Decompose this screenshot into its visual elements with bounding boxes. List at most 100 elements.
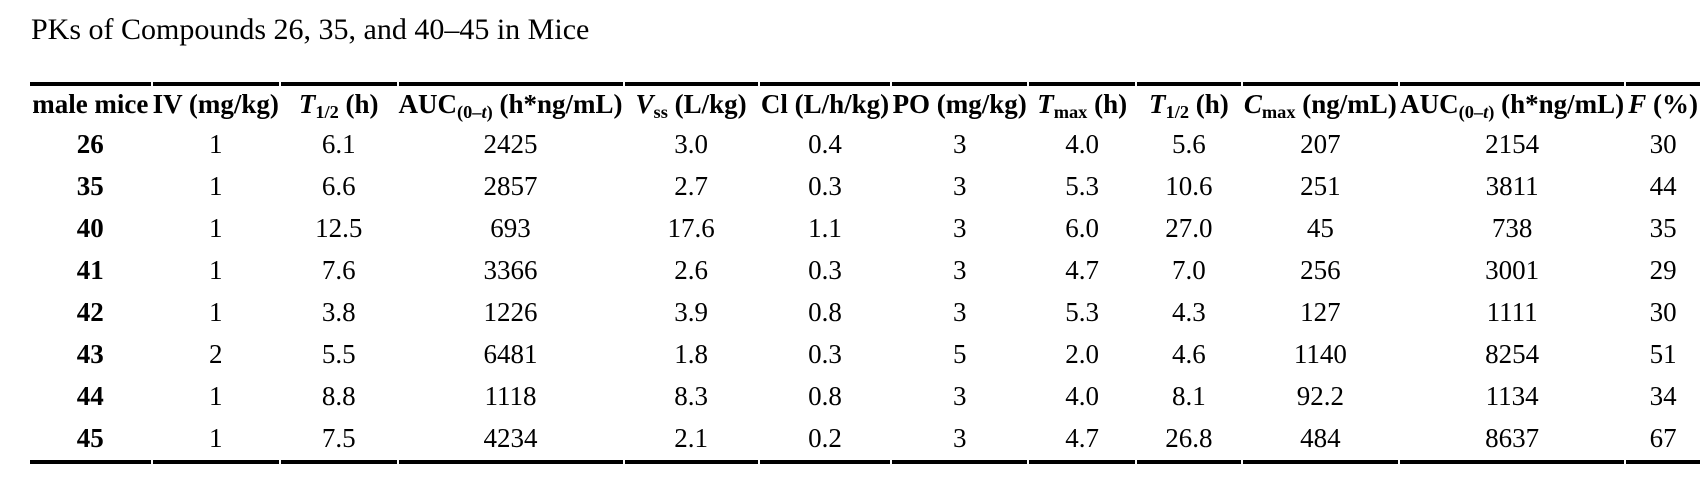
table-cell: 8.8	[321, 381, 356, 412]
header-unit: (h)	[1189, 89, 1229, 120]
table-header-row: male mice IV (mg/kg) T1/2 (h) AUC(0–t) (…	[30, 82, 1700, 124]
table-cell: 4.0	[1065, 381, 1100, 412]
table-cell: 4.7	[1065, 255, 1100, 286]
table-cell: 4.7	[1029, 418, 1136, 464]
table-cell: 3.8	[321, 297, 356, 328]
header-subscript: (0–t)	[457, 102, 493, 122]
header-label: AUC	[398, 89, 458, 120]
table-cell: 2.1	[624, 418, 758, 464]
table-cell: 3	[892, 418, 1028, 464]
table-cell: 6.1	[321, 129, 356, 160]
header-label: T	[1037, 89, 1054, 120]
table-cell: 51	[1649, 339, 1677, 370]
table-cell: 29	[1649, 255, 1677, 286]
table-cell: 5.5	[321, 339, 356, 370]
pk-table: male mice IV (mg/kg) T1/2 (h) AUC(0–t) (…	[28, 82, 1702, 464]
header-unit: (h*ng/mL)	[492, 89, 623, 120]
table-cell: 0.8	[808, 297, 842, 328]
table-row: 44 1 8.8 1118 8.3 0.8 3 4.0 8.1 92.2 1134 34	[30, 376, 1700, 418]
table-cell: 3	[952, 171, 967, 202]
table-cell: 3.9	[674, 297, 708, 328]
compound-id: 45	[30, 418, 151, 464]
column-header-t-half-po: T1/2 (h)	[1137, 82, 1241, 124]
header-unit: (h)	[1087, 89, 1128, 120]
table-cell: 2	[208, 339, 223, 370]
table-cell: 738	[1491, 213, 1533, 244]
column-header-cl: Cl (L/h/kg)	[759, 82, 891, 124]
table-cell: 92.2	[1296, 381, 1344, 412]
table-cell: 693	[490, 213, 531, 244]
table-cell: 1118	[484, 381, 537, 412]
header-subscript-part: )	[486, 101, 493, 122]
column-header-auc-po: AUC(0–t) (h*ng/mL)	[1400, 82, 1625, 124]
header-subscript-part: )	[1488, 101, 1495, 122]
column-header-male-mice: male mice	[30, 82, 151, 124]
header-label: male mice	[32, 89, 149, 120]
column-header-f-percent: F (%)	[1626, 82, 1700, 124]
table-cell: 1	[208, 297, 223, 328]
column-header-po-dose: PO (mg/kg)	[892, 82, 1028, 124]
table-cell: 0.4	[808, 129, 842, 160]
table-cell: 26.8	[1137, 418, 1241, 464]
table-body: 26 1 6.1 2425 3.0 0.4 3 4.0 5.6 207 2154 30 35 1 6.6 28…	[30, 124, 1700, 464]
table-row: 45 1 7.5 4234 2.1 0.2 3 4.7 26.8 484 8637 67	[30, 418, 1700, 464]
header-unit: (ng/mL)	[1295, 89, 1397, 120]
table-cell: 3	[952, 297, 967, 328]
table-cell: 4234	[398, 418, 623, 464]
table-cell: 1111	[1486, 297, 1538, 328]
table-cell: 12.5	[315, 213, 363, 244]
table-cell: 0.3	[808, 255, 842, 286]
table-cell: 5	[952, 339, 967, 370]
table-cell: 30	[1649, 129, 1677, 160]
header-label: PO (mg/kg)	[892, 89, 1027, 120]
table-cell: 1140	[1293, 339, 1347, 370]
header-label: AUC	[1400, 89, 1459, 120]
table-cell: 8637	[1400, 418, 1625, 464]
table-cell: 1226	[483, 297, 538, 328]
header-label: F	[1628, 89, 1647, 120]
table-cell: 207	[1300, 129, 1341, 160]
table-cell: 1.1	[808, 213, 842, 244]
table-cell: 10.6	[1165, 171, 1213, 202]
table-cell: 7.5	[280, 418, 397, 464]
table-cell: 34	[1649, 381, 1677, 412]
table-cell: 0.8	[808, 381, 842, 412]
table-cell: 2.6	[674, 255, 708, 286]
table-row: 26 1 6.1 2425 3.0 0.4 3 4.0 5.6 207 2154 30	[30, 124, 1700, 166]
table-cell: 6.0	[1065, 213, 1100, 244]
table-cell: 3811	[1485, 171, 1539, 202]
table-cell: 45	[1306, 213, 1334, 244]
column-header-iv-dose: IV (mg/kg)	[152, 82, 279, 124]
table-cell: 30	[1649, 297, 1677, 328]
compound-id: 44	[76, 381, 104, 412]
table-row: 35 1 6.6 2857 2.7 0.3 3 5.3 10.6 251 3811 44	[30, 166, 1700, 208]
table-cell: 3366	[483, 255, 538, 286]
table-cell: 3	[952, 255, 967, 286]
table-cell: 1	[208, 213, 223, 244]
table-cell: 44	[1649, 171, 1677, 202]
compound-id: 35	[76, 171, 104, 202]
table-cell: 4.3	[1172, 297, 1206, 328]
table-cell: 7.0	[1172, 255, 1206, 286]
compound-id: 42	[76, 297, 104, 328]
header-label: V	[635, 89, 654, 120]
table-cell: 251	[1300, 171, 1341, 202]
table-cell: 3.0	[674, 129, 708, 160]
header-subscript: 1/2	[315, 101, 339, 122]
table-cell: 7.6	[321, 255, 356, 286]
table-cell: 1	[208, 171, 223, 202]
header-subscript: max	[1053, 101, 1088, 122]
table-cell: 3	[952, 381, 967, 412]
column-header-tmax: Tmax (h)	[1029, 82, 1136, 124]
table-cell: 0.2	[759, 418, 891, 464]
header-subscript: max	[1261, 101, 1296, 122]
table-cell: 2857	[483, 171, 538, 202]
table-cell: 1	[208, 381, 223, 412]
header-unit: (%)	[1646, 89, 1698, 120]
table-cell: 5.6	[1172, 129, 1206, 160]
compound-id: 26	[76, 129, 104, 160]
header-subscript: ss	[653, 101, 668, 122]
header-label: Cl (L/h/kg)	[760, 89, 890, 120]
table-cell: 1	[208, 129, 223, 160]
table-cell: 1134	[1485, 381, 1539, 412]
